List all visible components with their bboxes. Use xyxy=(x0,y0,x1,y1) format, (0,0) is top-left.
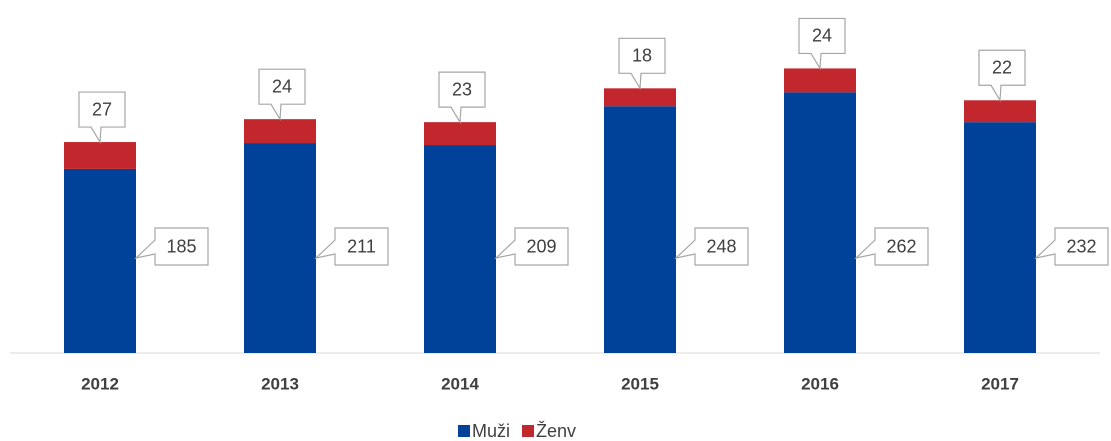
x-tick-label: 2017 xyxy=(981,374,1019,393)
data-label: 23 xyxy=(452,79,472,99)
bar-segment xyxy=(784,92,856,353)
x-tick-label: 2012 xyxy=(81,374,119,393)
data-label-callout xyxy=(978,49,1026,103)
bar-segment xyxy=(604,88,676,107)
data-label: 248 xyxy=(706,236,736,256)
data-label-callout xyxy=(1034,227,1109,266)
data-label: 22 xyxy=(992,58,1012,78)
data-label-callout xyxy=(258,68,306,122)
data-label-callout xyxy=(134,227,209,266)
legend-swatch xyxy=(458,425,470,437)
data-label: 209 xyxy=(526,236,556,256)
bar-segment xyxy=(244,119,316,144)
data-label-callout xyxy=(674,227,749,266)
bar-segment xyxy=(424,122,496,146)
data-label: 18 xyxy=(632,46,652,66)
x-tick-label: 2015 xyxy=(621,374,659,393)
data-label-callout xyxy=(438,71,486,125)
bar-segment xyxy=(64,168,136,353)
data-label-callout xyxy=(618,37,666,91)
bar-segment xyxy=(604,106,676,354)
bar-segment xyxy=(784,68,856,93)
bar-segment xyxy=(424,145,496,353)
data-label: 27 xyxy=(92,99,112,119)
data-label: 211 xyxy=(347,236,376,256)
legend-label: Ženv xyxy=(536,421,576,441)
data-label-callout xyxy=(854,227,929,266)
data-label: 232 xyxy=(1066,236,1096,256)
data-label-callout xyxy=(314,227,389,266)
data-label: 262 xyxy=(886,236,916,256)
x-tick-label: 2013 xyxy=(261,374,299,393)
bar-segment xyxy=(964,100,1036,123)
x-tick-label: 2016 xyxy=(801,374,839,393)
data-label-callout xyxy=(78,91,126,145)
data-label: 24 xyxy=(812,26,832,46)
bar-segment xyxy=(64,142,136,169)
x-tick-label: 2014 xyxy=(441,374,479,393)
bar-segment xyxy=(964,122,1036,353)
data-label: 185 xyxy=(166,236,196,256)
bar-segment xyxy=(244,143,316,353)
legend-swatch xyxy=(522,425,535,437)
data-label-callout xyxy=(798,17,846,71)
data-label: 24 xyxy=(272,76,292,96)
data-label-callout xyxy=(494,227,569,266)
legend-label: Muži xyxy=(472,421,510,441)
